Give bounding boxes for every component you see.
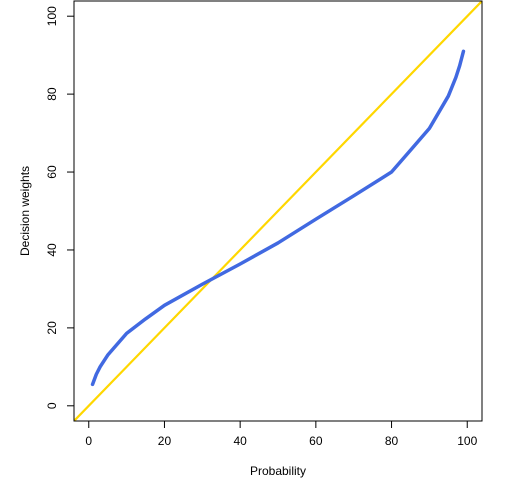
y-tick-label: 80	[45, 87, 59, 101]
y-tick-label: 100	[45, 6, 59, 26]
y-axis: 0 20 40 60 80 100	[45, 6, 74, 409]
y-axis-title: Decision weights	[18, 166, 32, 256]
x-tick-label: 20	[158, 434, 172, 448]
x-tick-label: 60	[309, 434, 323, 448]
series-layer	[74, 1, 482, 421]
x-axis-title: Probability	[250, 464, 306, 478]
x-axis: 0 20 40 60 80 100	[85, 421, 478, 448]
x-tick-label: 80	[385, 434, 399, 448]
x-tick-label: 100	[457, 434, 477, 448]
y-tick-label: 20	[45, 321, 59, 335]
y-tick-label: 0	[45, 402, 59, 409]
y-tick-label: 40	[45, 243, 59, 257]
x-tick-label: 40	[233, 434, 247, 448]
x-tick-label: 0	[85, 434, 92, 448]
y-tick-label: 60	[45, 165, 59, 179]
plot-frame	[73, 0, 483, 422]
series-line-1	[90, 49, 466, 387]
series-line-2	[74, 1, 482, 421]
